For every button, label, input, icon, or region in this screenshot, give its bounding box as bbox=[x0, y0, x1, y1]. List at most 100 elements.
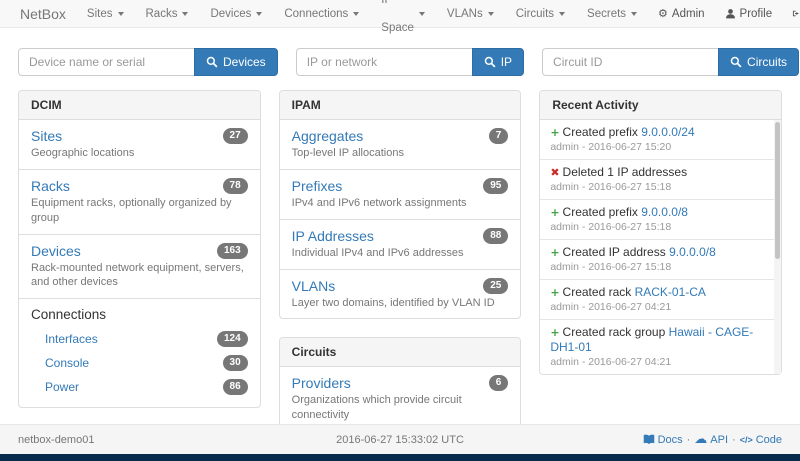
connections-heading: Connections bbox=[31, 307, 107, 323]
chevron-down-icon bbox=[117, 11, 124, 16]
list-item-vlans: VLANs 25 Layer two domains, identified b… bbox=[279, 268, 521, 319]
sites-link[interactable]: Sites bbox=[31, 128, 63, 144]
racks-link[interactable]: Racks bbox=[31, 177, 70, 194]
activity-meta: admin - 2016-06-27 15:18 bbox=[550, 261, 672, 273]
console-link[interactable]: Console bbox=[45, 356, 90, 371]
netbox-brand[interactable]: NetBox bbox=[20, 6, 66, 22]
activity-row: + Created prefix 9.0.0.0/8 admin - 2016-0… bbox=[540, 199, 781, 239]
plus-icon: + bbox=[550, 206, 560, 219]
prefixes-description: IPv4 and IPv6 network assignments bbox=[291, 196, 467, 209]
circuit-search-input[interactable] bbox=[542, 48, 719, 76]
chevron-down-icon bbox=[487, 11, 494, 16]
dcim-panel: DCIM Sites 27 Geographic locations Racks… bbox=[18, 90, 261, 409]
plus-icon: + bbox=[550, 246, 560, 259]
providers-count-badge: 6 bbox=[488, 375, 509, 392]
activity-object-link[interactable]: RACK-01-CA bbox=[634, 285, 706, 299]
nav-item-circuits[interactable]: Circuits bbox=[505, 0, 576, 27]
recent-activity-list[interactable]: + Created prefix 9.0.0.0/24 admin - 2016-… bbox=[540, 120, 781, 374]
user-icon bbox=[725, 9, 735, 19]
ip-addresses-link[interactable]: IP Addresses bbox=[291, 227, 374, 244]
activity-row: + Created rack RACK-01-CA admin - 2016-06… bbox=[540, 279, 781, 319]
activity-meta: admin - 2016-06-27 15:18 bbox=[550, 221, 672, 233]
list-item-racks: Racks 78 Equipment racks, optionally org… bbox=[19, 168, 260, 234]
providers-link[interactable]: Providers bbox=[291, 375, 351, 392]
connections-section: Connections Interfaces 124 Console 30 Po… bbox=[19, 298, 260, 407]
chevron-down-icon bbox=[182, 11, 189, 16]
sites-description: Geographic locations bbox=[31, 147, 135, 159]
api-link[interactable]: ☁ API bbox=[694, 432, 729, 447]
docs-link[interactable]: Docs bbox=[643, 434, 683, 446]
power-link[interactable]: Power bbox=[45, 380, 80, 395]
circuit-search-button[interactable]: Circuits bbox=[718, 48, 800, 76]
nav-item-sites[interactable]: Sites bbox=[76, 0, 135, 27]
ip-addresses-description: Individual IPv4 and IPv6 addresses bbox=[291, 246, 464, 259]
devices-description: Rack-mounted network equipment, servers,… bbox=[31, 261, 244, 289]
vlans-link[interactable]: VLANs bbox=[291, 277, 336, 294]
ipam-panel-title: IPAM bbox=[279, 91, 521, 120]
server-time-label: 2016-06-27 15:33:02 UTC bbox=[336, 433, 464, 446]
activity-action: Created rack group bbox=[562, 325, 669, 339]
footer-links: Docs · ☁ API · </> Code bbox=[527, 433, 782, 446]
providers-description: Organizations which provide circuit conn… bbox=[291, 394, 462, 422]
ip-search-input[interactable] bbox=[295, 48, 472, 76]
separator-dot: · bbox=[732, 433, 736, 446]
device-search-input[interactable] bbox=[18, 48, 194, 76]
list-item-devices: Devices 163 Rack-mounted network equipme… bbox=[19, 233, 260, 299]
search-icon bbox=[730, 56, 742, 68]
list-item-providers: Providers 6 Organizations which provide … bbox=[280, 367, 521, 424]
nav-item-racks[interactable]: Racks bbox=[135, 0, 200, 27]
console-count-badge: 30 bbox=[222, 355, 248, 372]
activity-row: + Created rack group Hawaii - CAGE-DH1-01… bbox=[540, 319, 781, 374]
device-search-button[interactable]: Devices bbox=[194, 48, 278, 76]
activity-action: Created IP address bbox=[562, 245, 670, 259]
chevron-down-icon bbox=[418, 11, 425, 16]
activity-object-link[interactable]: 9.0.0.0/24 bbox=[641, 125, 695, 139]
ip-search-group: IP bbox=[295, 48, 525, 76]
aggregates-link[interactable]: Aggregates bbox=[291, 128, 364, 144]
list-item-interfaces: Interfaces 124 bbox=[31, 327, 248, 351]
nav-item-vlans[interactable]: VLANs bbox=[436, 0, 505, 27]
activity-object-link[interactable]: 9.0.0.0/8 bbox=[669, 245, 716, 259]
ip-search-button[interactable]: IP bbox=[471, 48, 525, 76]
list-item-power: Power 86 bbox=[31, 375, 248, 399]
page-footer: netbox-demo01 2016-06-27 15:33:02 UTC Do… bbox=[0, 424, 800, 454]
nav-item-connections[interactable]: Connections bbox=[273, 0, 370, 27]
nav-item-ip-space[interactable]: IP Space bbox=[370, 0, 436, 34]
power-count-badge: 86 bbox=[222, 379, 248, 396]
devices-count-badge: 163 bbox=[216, 242, 248, 259]
code-link[interactable]: </> Code bbox=[739, 433, 783, 446]
column-ipam: IPAM Aggregates 7 Top-level IP allocatio… bbox=[278, 90, 522, 424]
circuit-search-group: Circuits bbox=[542, 48, 800, 76]
logout-icon bbox=[793, 10, 800, 17]
column-activity: Recent Activity + Created prefix 9.0.0.0/… bbox=[539, 90, 782, 393]
profile-link[interactable]: Profile bbox=[715, 0, 783, 27]
activity-scrollbar[interactable] bbox=[774, 120, 781, 374]
admin-link[interactable]: ⚙ Admin bbox=[658, 7, 705, 20]
aggregates-description: Top-level IP allocations bbox=[291, 147, 404, 159]
prefixes-link[interactable]: Prefixes bbox=[291, 177, 343, 194]
activity-scrollbar-thumb[interactable] bbox=[775, 122, 780, 260]
search-icon bbox=[484, 56, 496, 68]
device-search-group: Devices bbox=[18, 48, 278, 76]
racks-count-badge: 78 bbox=[222, 177, 248, 194]
plus-icon: + bbox=[550, 286, 560, 299]
racks-description: Equipment racks, optionally organized by… bbox=[31, 196, 232, 224]
interfaces-link[interactable]: Interfaces bbox=[45, 332, 98, 347]
quick-search-row: Devices IP Circuits bbox=[0, 28, 800, 90]
dcim-panel-title: DCIM bbox=[19, 91, 260, 120]
activity-action: Created prefix bbox=[562, 205, 642, 219]
activity-object-link[interactable]: Hawaii - CAGE-DH1-01 bbox=[550, 325, 754, 354]
nav-item-secrets[interactable]: Secrets bbox=[576, 0, 648, 27]
logout-link[interactable]: Log out bbox=[782, 0, 800, 27]
cloud-icon: ☁ bbox=[694, 432, 708, 447]
activity-meta: admin - 2016-06-27 04:21 bbox=[550, 356, 672, 368]
recent-activity-panel: Recent Activity + Created prefix 9.0.0.0/… bbox=[539, 90, 782, 375]
list-item-prefixes: Prefixes 95 IPv4 and IPv6 network assign… bbox=[279, 168, 521, 219]
activity-object-link[interactable]: 9.0.0.0/8 bbox=[641, 205, 688, 219]
list-item-ip-addresses: IP Addresses 88 Individual IPv4 and IPv6… bbox=[279, 218, 521, 269]
nav-item-devices[interactable]: Devices bbox=[199, 0, 273, 27]
circuits-panel: Circuits Providers 6 Organizations which… bbox=[278, 337, 522, 424]
devices-link[interactable]: Devices bbox=[31, 242, 81, 259]
chevron-down-icon bbox=[631, 11, 638, 16]
recent-activity-title: Recent Activity bbox=[540, 91, 781, 120]
